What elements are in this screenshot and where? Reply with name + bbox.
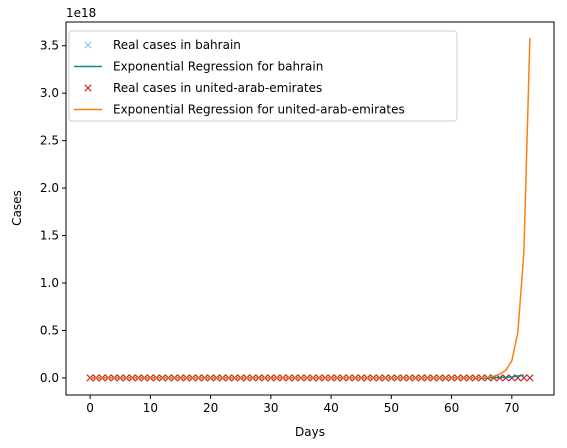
- legend-label: Exponential Regression for bahrain: [113, 60, 323, 74]
- data-point: [508, 374, 516, 382]
- y-tick-label: 2.0: [40, 181, 59, 195]
- plot-frame: [65, 21, 555, 396]
- x-tick-label: 10: [143, 401, 158, 415]
- x-axis-label: Days: [295, 425, 325, 439]
- plot-layer: [86, 38, 534, 382]
- y-tick-label: 1.0: [40, 276, 59, 290]
- y-tick-label: 0.0: [40, 371, 59, 385]
- y-tick-label: 3.5: [40, 39, 59, 53]
- data-point: [526, 374, 534, 382]
- x-tick-label: 0: [86, 401, 94, 415]
- data-point: [86, 374, 94, 382]
- series-line-3: [90, 38, 531, 379]
- legend-label: Real cases in bahrain: [113, 38, 241, 52]
- legend-marker: [84, 84, 92, 92]
- legend-box: [68, 30, 458, 122]
- x-tick-label: 60: [444, 401, 459, 415]
- x-tick-label: 30: [263, 401, 278, 415]
- y-axis-label: Cases: [10, 190, 24, 226]
- y-axis: 0.0 0.5 1.0 1.5 2.0 2.5 3.0 3.5: [40, 39, 66, 385]
- y-tick-label: 3.0: [40, 86, 59, 100]
- legend: Real cases in bahrain Exponential Regress…: [68, 30, 458, 122]
- y-tick-label: 0.5: [40, 323, 59, 337]
- y-tick-label: 2.5: [40, 134, 59, 148]
- legend-label: Exponential Regression for united-arab-e…: [113, 103, 405, 117]
- x-tick-label: 40: [323, 401, 338, 415]
- x-tick-label: 50: [384, 401, 399, 415]
- x-axis: 0 10 20 30 40 50 60 70: [86, 395, 519, 415]
- y-scale-label: 1e18: [66, 6, 96, 20]
- x-tick-label: 20: [203, 401, 218, 415]
- legend-marker: [84, 41, 92, 49]
- legend-label: Real cases in united-arab-emirates: [113, 81, 322, 95]
- x-tick-label: 70: [504, 401, 519, 415]
- y-tick-label: 1.5: [40, 229, 59, 243]
- series-line: [90, 38, 531, 379]
